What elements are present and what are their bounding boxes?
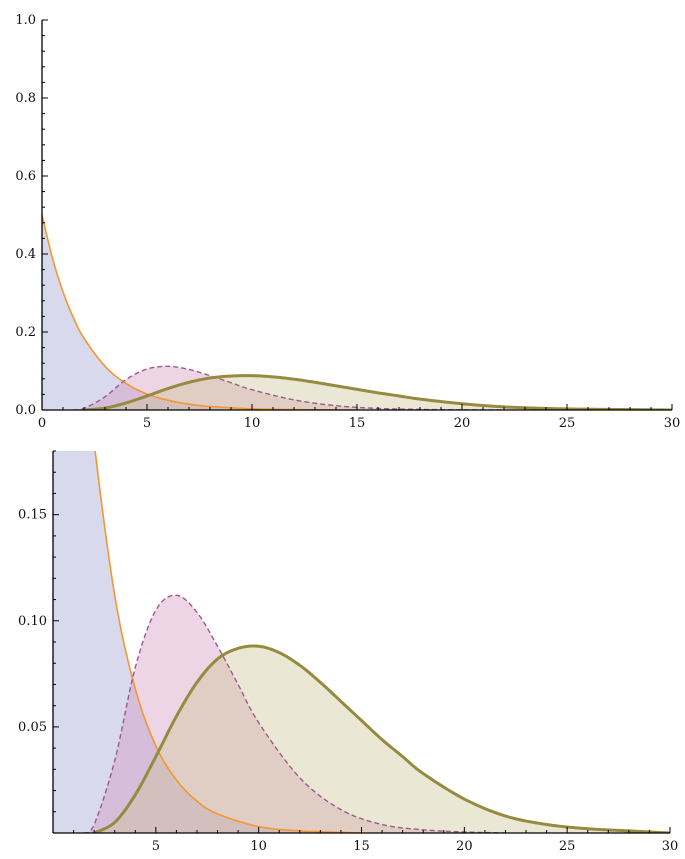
x-tick-label: 20 xyxy=(456,839,473,854)
series-1-line xyxy=(42,214,358,410)
series-3-area xyxy=(94,645,670,833)
series-1-area xyxy=(53,451,362,833)
series-2-area xyxy=(83,595,506,833)
plot-area xyxy=(42,214,673,410)
y-tick-label: 0.6 xyxy=(15,169,36,184)
series-2-line xyxy=(83,594,506,833)
y-tick-label: 0.8 xyxy=(15,91,36,106)
series-2-line xyxy=(73,365,505,410)
y-tick-label: 1.0 xyxy=(15,13,36,28)
y-tick-label: 0.15 xyxy=(18,508,47,523)
x-tick-label: 10 xyxy=(244,416,261,431)
series-1-line xyxy=(94,451,362,833)
y-tick-label: 0.10 xyxy=(18,614,47,629)
series-3-line xyxy=(83,374,673,410)
series-1-area xyxy=(42,215,357,410)
x-tick-label: 20 xyxy=(454,416,471,431)
series-2-area xyxy=(73,366,504,410)
x-tick-label: 15 xyxy=(349,416,366,431)
series-3-line xyxy=(93,644,671,833)
top-distribution-chart: 0 5 10 15 20 25 30 0.0 0.2 0.4 0.6 0.8 1.0 xyxy=(15,13,680,431)
y-tick-label: 0.05 xyxy=(18,720,47,735)
x-tick-label: 30 xyxy=(662,839,679,854)
y-tick-label: 0.4 xyxy=(15,247,36,262)
x-tick-label: 30 xyxy=(664,416,681,431)
series-3-area xyxy=(84,375,672,410)
x-tick-label: 5 xyxy=(152,839,160,854)
x-tick-label: 5 xyxy=(143,416,151,431)
x-tick-label: 0 xyxy=(38,416,46,431)
x-tick-label: 10 xyxy=(250,839,267,854)
x-tick-label: 25 xyxy=(559,839,576,854)
y-tick-label: 0.2 xyxy=(15,325,36,340)
x-tick-label: 15 xyxy=(353,839,370,854)
plot-area xyxy=(53,451,671,833)
zoomed-distribution-chart: 5 10 15 20 25 30 0.05 0.10 0.15 xyxy=(18,450,679,854)
y-tick-label: 0.0 xyxy=(15,403,36,418)
x-tick-label: 25 xyxy=(559,416,576,431)
